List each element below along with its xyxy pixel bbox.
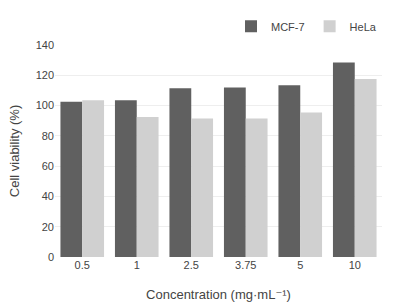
svg-text:2.5: 2.5 xyxy=(184,259,199,271)
svg-text:60: 60 xyxy=(42,160,54,172)
svg-text:80: 80 xyxy=(42,130,54,142)
svg-text:3.75: 3.75 xyxy=(235,259,256,271)
svg-text:20: 20 xyxy=(42,221,54,233)
svg-text:10: 10 xyxy=(349,259,361,271)
svg-text:Concentration (mg·mL⁻¹): Concentration (mg·mL⁻¹) xyxy=(146,287,291,302)
svg-text:MCF-7: MCF-7 xyxy=(271,21,305,33)
svg-text:140: 140 xyxy=(36,39,54,51)
svg-text:120: 120 xyxy=(36,69,54,81)
svg-text:1: 1 xyxy=(134,259,140,271)
svg-text:Cell viability (%): Cell viability (%) xyxy=(7,105,22,197)
svg-text:0: 0 xyxy=(48,251,54,263)
svg-text:40: 40 xyxy=(42,190,54,202)
svg-text:100: 100 xyxy=(36,99,54,111)
svg-text:0.5: 0.5 xyxy=(75,259,90,271)
svg-text:5: 5 xyxy=(297,259,303,271)
svg-text:HeLa: HeLa xyxy=(350,21,377,33)
